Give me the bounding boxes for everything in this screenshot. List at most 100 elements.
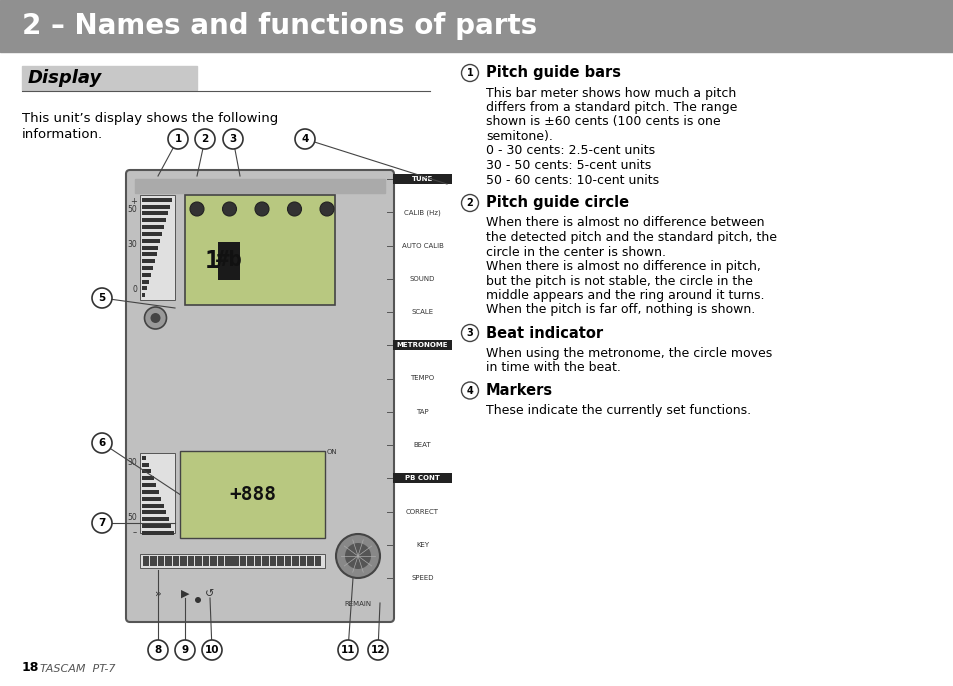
Bar bbox=[142, 211, 168, 215]
Text: 0 - 30 cents: 2.5-cent units: 0 - 30 cents: 2.5-cent units bbox=[485, 145, 655, 158]
Bar bbox=[218, 241, 240, 279]
Bar bbox=[140, 195, 174, 300]
Bar bbox=[299, 556, 306, 566]
Circle shape bbox=[202, 640, 222, 660]
Bar bbox=[142, 259, 154, 263]
Text: CORRECT: CORRECT bbox=[406, 508, 438, 514]
Text: middle appears and the ring around it turns.: middle appears and the ring around it tu… bbox=[485, 289, 763, 302]
FancyBboxPatch shape bbox=[126, 170, 394, 622]
Bar bbox=[307, 556, 314, 566]
Text: Pitch guide circle: Pitch guide circle bbox=[485, 196, 628, 211]
Bar bbox=[142, 280, 149, 283]
Bar bbox=[142, 524, 172, 528]
Text: TASCAM  PT-7: TASCAM PT-7 bbox=[40, 664, 115, 674]
Text: Pitch guide bars: Pitch guide bars bbox=[485, 65, 620, 80]
Text: CALIB (Hz): CALIB (Hz) bbox=[404, 209, 440, 215]
Text: 11: 11 bbox=[340, 645, 355, 655]
Text: »: » bbox=[154, 589, 161, 599]
Text: TEMPO: TEMPO bbox=[410, 375, 435, 381]
Circle shape bbox=[335, 534, 379, 578]
Text: 1: 1 bbox=[466, 68, 473, 78]
Text: 9: 9 bbox=[181, 645, 189, 655]
Text: +888: +888 bbox=[229, 485, 275, 504]
Text: Display: Display bbox=[28, 69, 102, 87]
Bar bbox=[240, 556, 246, 566]
Bar bbox=[142, 462, 149, 466]
Text: ON: ON bbox=[327, 449, 337, 455]
Circle shape bbox=[461, 64, 478, 82]
Bar bbox=[165, 556, 172, 566]
Bar bbox=[140, 453, 174, 533]
Text: When the pitch is far off, nothing is shown.: When the pitch is far off, nothing is sh… bbox=[485, 303, 755, 316]
Bar bbox=[142, 273, 151, 276]
Text: 1: 1 bbox=[174, 134, 181, 144]
Text: ▶: ▶ bbox=[180, 589, 189, 599]
Circle shape bbox=[254, 202, 269, 216]
Bar bbox=[142, 239, 160, 243]
Bar bbox=[292, 556, 298, 566]
Text: 1: 1 bbox=[204, 248, 219, 272]
Circle shape bbox=[287, 202, 301, 216]
Bar bbox=[262, 556, 269, 566]
Bar bbox=[142, 476, 153, 480]
Text: differs from a standard pitch. The range: differs from a standard pitch. The range bbox=[485, 101, 737, 114]
Bar bbox=[247, 556, 253, 566]
Circle shape bbox=[294, 129, 314, 149]
Bar bbox=[393, 473, 452, 483]
Bar bbox=[142, 517, 169, 521]
Text: PB CONT: PB CONT bbox=[405, 475, 439, 482]
Text: When there is almost no difference in pitch,: When there is almost no difference in pi… bbox=[485, 260, 760, 273]
Circle shape bbox=[368, 640, 388, 660]
Bar bbox=[142, 286, 147, 290]
Text: These indicate the currently set functions.: These indicate the currently set functio… bbox=[485, 404, 750, 417]
Text: 3: 3 bbox=[229, 134, 236, 144]
Circle shape bbox=[148, 640, 168, 660]
Bar bbox=[0, 0, 953, 52]
Circle shape bbox=[461, 382, 478, 399]
Text: 50: 50 bbox=[127, 513, 137, 522]
Circle shape bbox=[337, 640, 357, 660]
Text: This unit’s display shows the following: This unit’s display shows the following bbox=[22, 112, 278, 125]
Bar bbox=[142, 204, 170, 209]
Bar bbox=[180, 451, 325, 538]
Text: shown is ±60 cents (100 cents is one: shown is ±60 cents (100 cents is one bbox=[485, 115, 720, 128]
Bar bbox=[314, 556, 320, 566]
Bar bbox=[142, 218, 166, 222]
Circle shape bbox=[319, 202, 334, 216]
Bar bbox=[140, 554, 325, 568]
Text: 6: 6 bbox=[98, 438, 106, 448]
Bar bbox=[270, 556, 276, 566]
Circle shape bbox=[91, 433, 112, 453]
Text: 5: 5 bbox=[98, 293, 106, 303]
Text: 30: 30 bbox=[127, 458, 137, 467]
Bar bbox=[225, 556, 232, 566]
Text: 7: 7 bbox=[98, 518, 106, 528]
Bar bbox=[254, 556, 261, 566]
Text: KEY: KEY bbox=[416, 542, 429, 547]
Bar bbox=[151, 556, 156, 566]
Circle shape bbox=[194, 129, 214, 149]
Bar bbox=[142, 246, 158, 250]
Text: the detected pitch and the standard pitch, the: the detected pitch and the standard pitc… bbox=[485, 231, 776, 244]
Text: 50: 50 bbox=[127, 205, 137, 214]
Bar bbox=[142, 483, 156, 487]
Text: circle in the center is shown.: circle in the center is shown. bbox=[485, 246, 665, 259]
Bar bbox=[158, 556, 164, 566]
Text: 10: 10 bbox=[205, 645, 219, 655]
Text: 0: 0 bbox=[132, 285, 137, 294]
Bar bbox=[210, 556, 216, 566]
Text: When there is almost no difference between: When there is almost no difference betwe… bbox=[485, 217, 763, 230]
Text: ↺: ↺ bbox=[205, 589, 214, 599]
Bar bbox=[142, 198, 172, 202]
Circle shape bbox=[461, 195, 478, 211]
Circle shape bbox=[151, 313, 160, 323]
Circle shape bbox=[194, 597, 201, 603]
Text: 8: 8 bbox=[154, 645, 161, 655]
Text: information.: information. bbox=[22, 128, 103, 141]
Circle shape bbox=[174, 640, 194, 660]
Text: SCALE: SCALE bbox=[411, 309, 433, 315]
Text: 4: 4 bbox=[301, 134, 309, 144]
Text: TUNE: TUNE bbox=[412, 176, 433, 182]
Text: TAP: TAP bbox=[416, 409, 428, 415]
Bar bbox=[393, 174, 452, 184]
